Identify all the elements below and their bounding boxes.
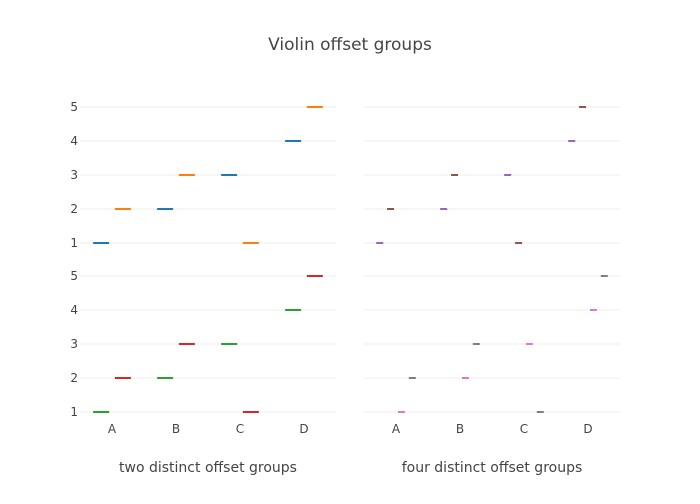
right-violin-marks: [376, 106, 608, 413]
left-y-tick-labels: 1 2 3 4 5 1 2 3 4 5: [70, 100, 78, 419]
y-tick-label-top-3: 3: [70, 168, 78, 182]
right-x-axis-title: four distinct offset groups: [402, 460, 583, 476]
right-subplot: A B C D four distinct offset groups: [364, 106, 620, 476]
left-x-tick-label-A: A: [108, 422, 117, 436]
right-x-tick-label-D: D: [583, 422, 592, 436]
y-tick-label-bottom-1: 1: [70, 405, 78, 419]
y-tick-label-bottom-3: 3: [70, 337, 78, 351]
left-x-tick-label-B: B: [172, 422, 180, 436]
y-tick-label-bottom-5: 5: [70, 269, 78, 283]
chart-title: Violin offset groups: [268, 35, 432, 55]
right-x-tick-labels: A B C D: [392, 422, 593, 436]
right-x-tick-label-C: C: [520, 422, 528, 436]
right-gridlines: [364, 106, 620, 413]
left-x-axis-title: two distinct offset groups: [119, 460, 297, 476]
left-x-tick-labels: A B C D: [108, 422, 309, 436]
y-tick-label-top-5: 5: [70, 100, 78, 114]
right-x-tick-label-A: A: [392, 422, 401, 436]
right-x-tick-label-B: B: [456, 422, 464, 436]
left-violin-marks: [93, 106, 323, 413]
left-subplot: 1 2 3 4 5 1 2 3 4 5 A B C D two distinct offset grou…: [70, 100, 336, 476]
y-tick-label-top-2: 2: [70, 202, 78, 216]
left-x-tick-label-D: D: [299, 422, 308, 436]
y-tick-label-top-4: 4: [70, 134, 78, 148]
y-tick-label-bottom-4: 4: [70, 303, 78, 317]
y-tick-label-top-1: 1: [70, 236, 78, 250]
left-x-tick-label-C: C: [236, 422, 244, 436]
y-tick-label-bottom-2: 2: [70, 371, 78, 385]
